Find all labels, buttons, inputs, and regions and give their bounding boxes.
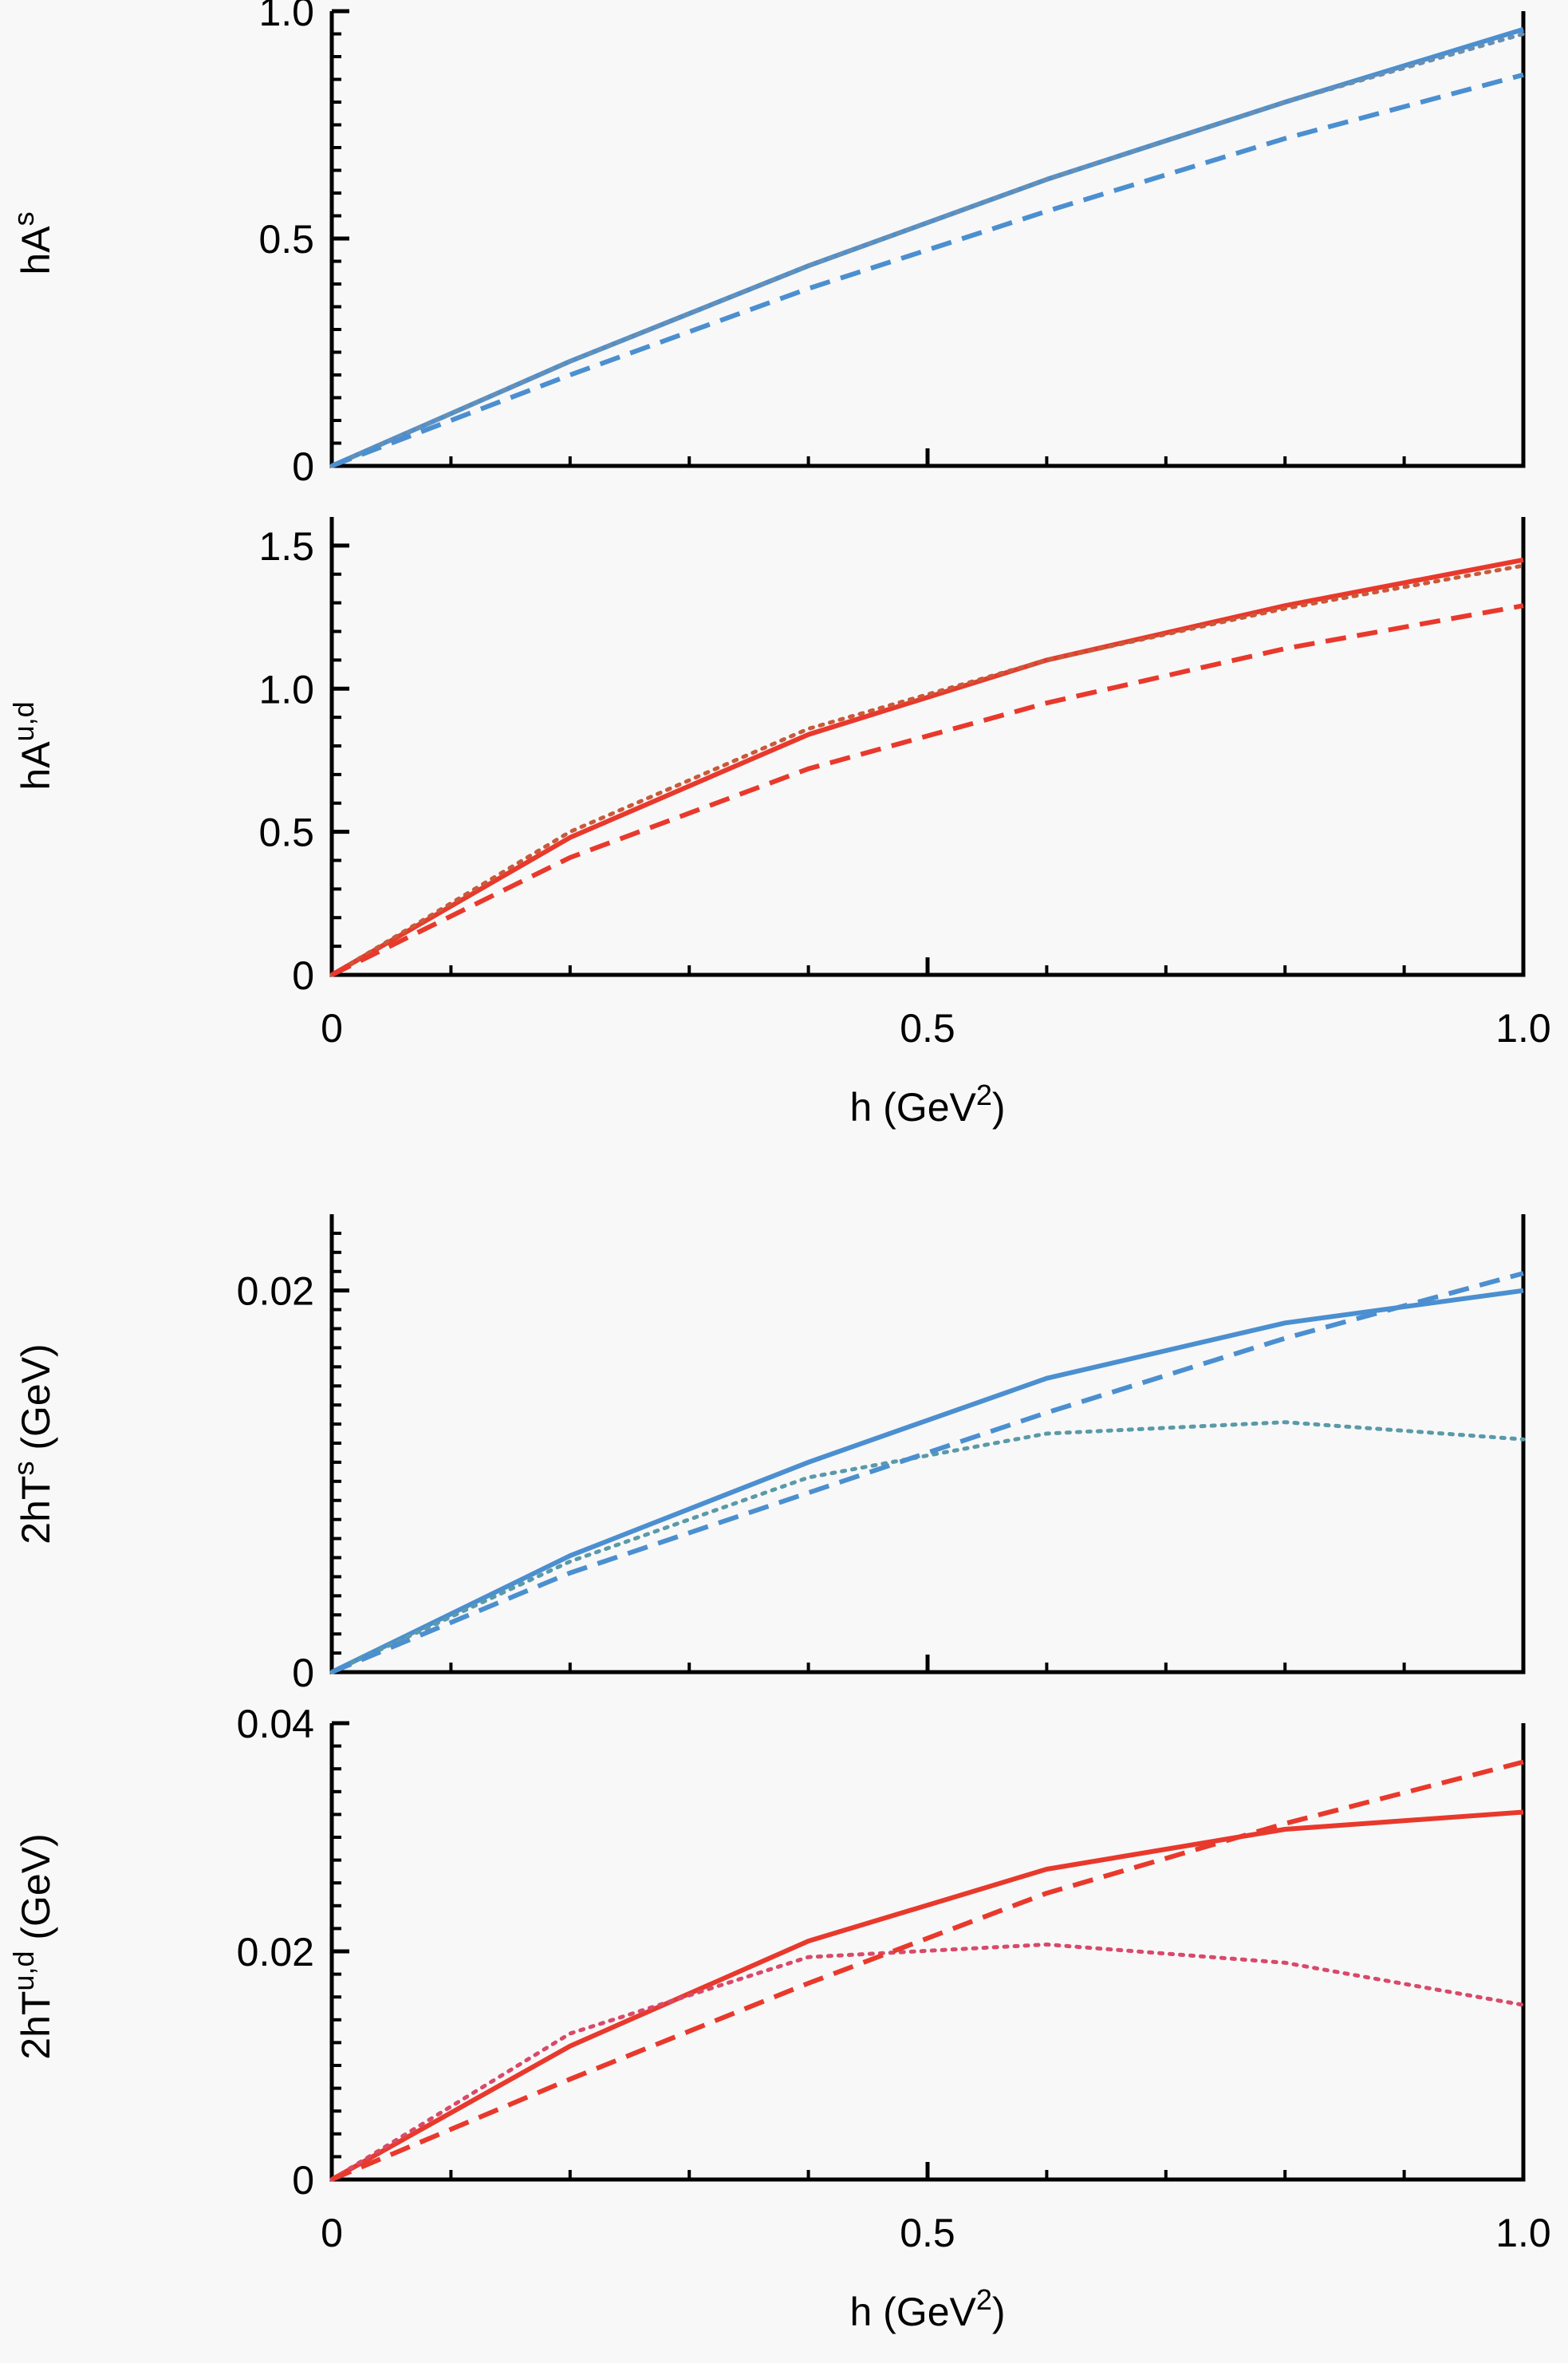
- y-axis-label: hAu,d: [7, 701, 58, 790]
- series-line-dashed: [330, 603, 1524, 977]
- axis-frame: [329, 11, 1526, 468]
- x-tick-label: 0.5: [900, 2211, 955, 2255]
- series-line-solid: [330, 26, 1524, 468]
- y-tick-label: 0.02: [237, 1930, 314, 1974]
- y-tick-label: 0: [292, 2158, 314, 2203]
- x-axis-label: h (GeV2): [849, 1079, 1005, 1130]
- y-tick-label: 0.5: [258, 217, 314, 262]
- panel-4: 0 0.02 0.04 0 0.5 1.0 2hTu,d (GeV) h (GeV2): [7, 1702, 1551, 2334]
- series-line-dotted: [329, 1420, 1526, 1675]
- series-line-dotted: [329, 1942, 1526, 2182]
- y-tick-label: 0.04: [237, 1702, 314, 1746]
- y-tick-label: 0: [292, 953, 314, 998]
- y-tick-label: 0: [292, 444, 314, 489]
- x-tick-label: 0: [321, 1006, 343, 1051]
- y-tick-label: 0.5: [258, 811, 314, 855]
- series-line-dotted: [329, 32, 1526, 468]
- x-tick-label: 1.0: [1495, 1006, 1551, 1051]
- axis-frame: [329, 517, 1526, 977]
- series-line-solid: [330, 1288, 1524, 1675]
- series-line-solid: [330, 1809, 1524, 2182]
- panel-1: 0 0.5 1.0 hAs: [7, 0, 1526, 489]
- panel-3: 0 0.02 2hTs (GeV): [7, 1214, 1526, 1695]
- y-tick-label: 1.0: [258, 667, 314, 712]
- y-tick-label: 0.02: [237, 1269, 314, 1314]
- y-axis-label: hAs: [7, 211, 58, 274]
- y-tick-label: 1.0: [258, 0, 314, 34]
- x-tick-label: 0.5: [900, 1006, 955, 1051]
- y-tick-label: 0: [292, 1651, 314, 1695]
- series-line-dotted: [329, 563, 1526, 977]
- axis-frame: [329, 1214, 1526, 1675]
- y-axis-label: 2hTs (GeV): [7, 1343, 58, 1544]
- y-tick-label: 1.5: [258, 524, 314, 569]
- x-axis-label: h (GeV2): [849, 2283, 1005, 2334]
- axis-frame: [329, 1723, 1526, 2182]
- series-line-dashed: [330, 1271, 1524, 1675]
- series-line-solid: [330, 557, 1524, 977]
- x-tick-label: 0: [321, 2211, 343, 2255]
- x-tick-label: 1.0: [1495, 2211, 1551, 2255]
- series-line-dashed: [330, 1759, 1524, 2182]
- series-line-dashed: [330, 72, 1524, 468]
- y-axis-label: 2hTu,d (GeV): [7, 1833, 58, 2059]
- panel-2: 0 0.5 1.0 1.5 0 0.5 1.0 hAu,d h (GeV2): [7, 517, 1551, 1130]
